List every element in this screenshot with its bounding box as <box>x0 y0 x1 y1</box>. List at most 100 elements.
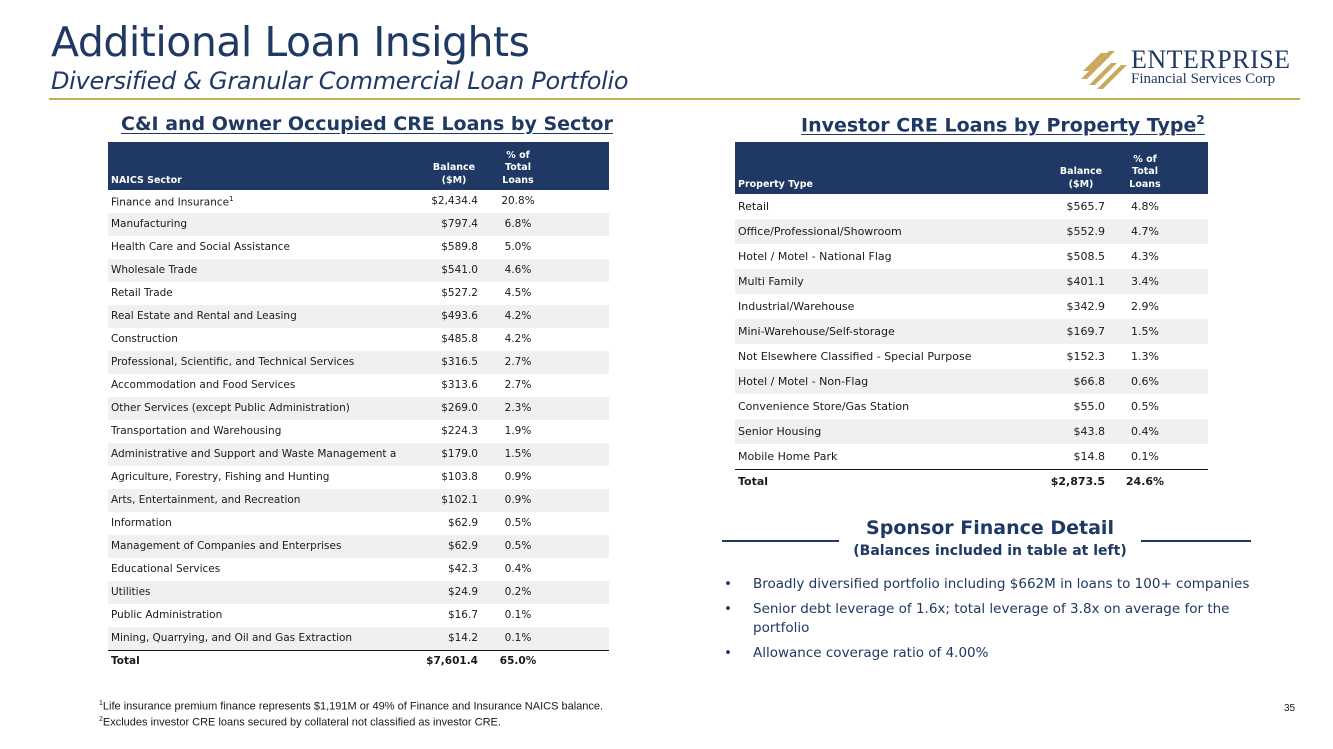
row-balance: $66.8 <box>1025 369 1105 394</box>
row-balance: $24.9 <box>398 581 478 604</box>
row-spacer <box>558 420 609 443</box>
table-row: Retail $565.7 4.8% <box>735 194 1208 219</box>
row-name: Other Services (except Public Administra… <box>108 397 398 420</box>
row-spacer <box>558 190 609 213</box>
row-name-text: Total <box>738 475 769 489</box>
cre-total-row: Total $2,873.5 24.6% <box>735 468 1208 494</box>
table-row: Real Estate and Rental and Leasing $493.6… <box>108 305 609 328</box>
row-name: Mini-Warehouse/Self-storage <box>735 319 1025 344</box>
row-name: Finance and Insurance1 <box>108 190 398 213</box>
row-name-text: Educational Services <box>111 563 221 575</box>
table-row: Manufacturing $797.4 6.8% <box>108 213 609 236</box>
row-name: Retail Trade <box>108 282 398 305</box>
row-balance: $485.8 <box>441 333 478 345</box>
row-name-text: Total <box>111 655 140 668</box>
row-spacer <box>1185 394 1208 419</box>
table-row: Retail Trade $527.2 4.5% <box>108 282 609 305</box>
bullet-icon: • <box>724 601 732 617</box>
table-row: Professional, Scientific, and Technical … <box>108 351 609 374</box>
cre-header-pct-text: % of Total Loans <box>1129 153 1161 190</box>
ci-header-sector: NAICS Sector <box>108 142 398 190</box>
row-name: Transportation and Warehousing <box>108 420 398 443</box>
ci-header-pct: % of Total Loans <box>478 142 558 190</box>
row-balance: $169.7 <box>1025 319 1105 344</box>
row-balance: $541.0 <box>398 259 478 282</box>
bullet-text: Senior debt leverage of 1.6x; total leve… <box>753 601 1230 636</box>
row-name-text: Industrial/Warehouse <box>738 300 855 313</box>
table-row: Hotel / Motel - National Flag $508.5 4.3% <box>735 244 1208 269</box>
row-name-text: Agriculture, Forestry, Fishing and Hunti… <box>111 471 330 483</box>
row-spacer <box>558 374 609 397</box>
row-name-text: Arts, Entertainment, and Recreation <box>111 494 301 506</box>
row-balance: $797.4 <box>398 213 478 236</box>
row-name-text: Management of Companies and Enterprises <box>111 540 342 552</box>
row-pct: 0.1% <box>478 627 558 650</box>
logo-wordmark: ENTERPRISE <box>1131 45 1291 74</box>
row-name: Management of Companies and Enterprises <box>108 535 398 558</box>
row-name-text: Administrative and Support and Waste Man… <box>111 448 397 460</box>
row-name: Health Care and Social Assistance <box>108 236 398 259</box>
enterprise-stripes-logo-icon <box>1081 51 1127 89</box>
row-name-text: Manufacturing <box>111 218 188 230</box>
table-row: Office/Professional/Showroom $552.9 4.7% <box>735 219 1208 244</box>
table-row: Hotel / Motel - Non-Flag $66.8 0.6% <box>735 369 1208 394</box>
row-name: Mobile Home Park <box>735 444 1025 469</box>
row-spacer <box>558 397 609 420</box>
row-name-text: Utilities <box>111 586 151 598</box>
row-name-text: Construction <box>111 333 178 345</box>
row-name: Hotel / Motel - National Flag <box>735 244 1025 269</box>
footnote-2-text: Excludes investor CRE loans secured by c… <box>102 716 501 729</box>
cre-table-title: Investor CRE Loans by Property Type2 <box>801 113 1205 136</box>
row-balance: $527.2 <box>441 287 478 299</box>
row-name-text: Not Elsewhere Classified - Special Purpo… <box>738 350 972 363</box>
row-spacer <box>558 581 609 604</box>
bullet-text: Broadly diversified portfolio including … <box>753 576 1250 592</box>
row-spacer <box>558 328 609 351</box>
table-row: Management of Companies and Enterprises $… <box>108 535 609 558</box>
row-balance: $179.0 <box>398 443 478 466</box>
row-spacer <box>558 213 609 236</box>
row-spacer <box>1185 444 1208 469</box>
row-pct: 0.1% <box>504 609 532 621</box>
row-pct: 1.5% <box>1105 319 1185 344</box>
table-row: Finance and Insurance1 $2,434.4 20.8% <box>108 190 609 213</box>
row-name-text: Public Administration <box>111 609 223 621</box>
row-name: Real Estate and Rental and Leasing <box>108 305 398 328</box>
row-name: Total <box>735 468 1025 494</box>
page-number: 35 <box>1284 703 1296 714</box>
ci-header-pct-text: % of Total Loans <box>502 149 534 186</box>
row-balance: $43.8 <box>1025 419 1105 444</box>
row-name: Information <box>108 512 398 535</box>
row-name: Mining, Quarrying, and Oil and Gas Extra… <box>108 627 398 650</box>
row-name-text: Real Estate and Rental and Leasing <box>111 310 297 322</box>
row-name: Utilities <box>108 581 398 604</box>
row-spacer <box>558 236 609 259</box>
row-name-text: Retail Trade <box>111 287 173 299</box>
row-name: Convenience Store/Gas Station <box>735 394 1025 419</box>
sponsor-right-rule <box>1141 540 1251 542</box>
footnote-1-sup: 1 <box>99 700 103 707</box>
row-spacer <box>1185 369 1208 394</box>
row-name-text: Wholesale Trade <box>111 264 198 276</box>
row-spacer <box>558 351 609 374</box>
cre-header-pct: % of Total Loans <box>1105 142 1185 194</box>
row-pct: 6.8% <box>478 213 558 236</box>
row-balance: $493.6 <box>398 305 478 328</box>
row-spacer <box>1185 294 1208 319</box>
row-name: Multi Family <box>735 269 1025 294</box>
row-balance: $269.0 <box>398 397 478 420</box>
row-spacer <box>1185 344 1208 369</box>
row-pct: 4.2% <box>504 333 532 345</box>
table-row: Mobile Home Park $14.8 0.1% <box>735 444 1208 469</box>
table-row: Multi Family $401.1 3.4% <box>735 269 1208 294</box>
row-pct: 0.6% <box>1105 369 1185 394</box>
row-name: Senior Housing <box>735 419 1025 444</box>
row-pct: 0.2% <box>478 581 558 604</box>
row-name-text: Transportation and Warehousing <box>111 425 282 437</box>
row-spacer <box>558 489 609 512</box>
row-spacer <box>558 558 609 581</box>
row-pct: 65.0% <box>478 649 558 673</box>
table-row: Senior Housing $43.8 0.4% <box>735 419 1208 444</box>
row-name-text: Other Services (except Public Administra… <box>111 402 350 414</box>
row-balance: $2,434.4 <box>431 195 478 207</box>
